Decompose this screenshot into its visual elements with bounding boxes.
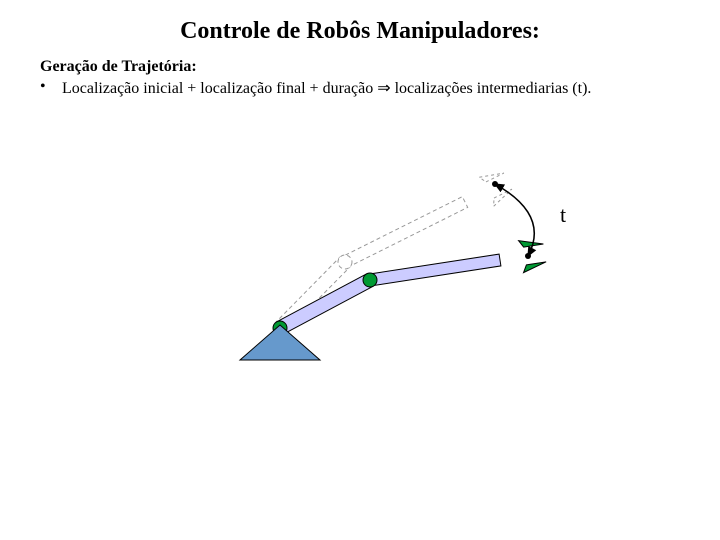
slide-page: Controle de Robôs Manipuladores: Geração… xyxy=(0,0,720,540)
bullet-item: •Localização inicial + localização final… xyxy=(40,78,591,98)
trajectory-t-label: t xyxy=(560,202,566,228)
robot-svg xyxy=(190,160,610,390)
robot-trajectory-diagram xyxy=(190,160,610,390)
bullet-marker: • xyxy=(40,78,62,96)
page-title: Controle de Robôs Manipuladores: xyxy=(0,18,720,45)
section-subtitle: Geração de Trajetória: xyxy=(40,58,197,76)
bullet-text: Localização inicial + localização final … xyxy=(62,80,591,97)
